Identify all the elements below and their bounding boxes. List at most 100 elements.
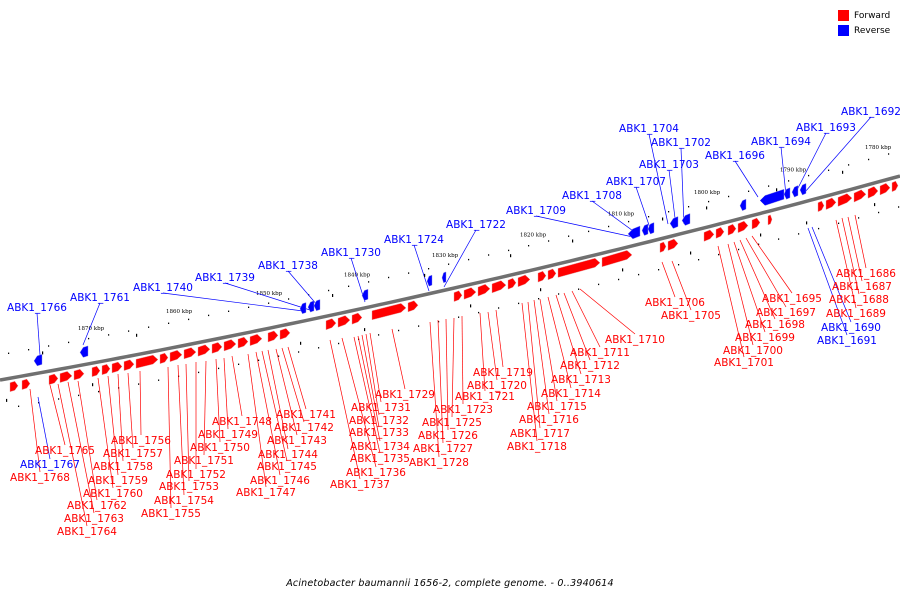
track-dot <box>128 330 130 332</box>
track-dot <box>818 227 820 230</box>
scale-labels: 1780 kbp 1790 kbp 1800 kbp 1810 kbp 1820 kbp… <box>78 145 892 332</box>
forward-gene-arrow <box>767 214 773 226</box>
leader-line <box>841 217 860 295</box>
gene-label: ABK1_1763 <box>64 513 124 525</box>
feature-tick <box>690 251 692 255</box>
leader-line <box>49 384 66 446</box>
forward-gene-arrow <box>667 238 679 251</box>
gene-label: ABK1_1757 <box>103 448 163 460</box>
gene-label: ABK1_1753 <box>159 481 219 493</box>
gene-label: ABK1_1723 <box>433 404 493 416</box>
gene-label: ABK1_1691 <box>817 335 877 347</box>
track-dot <box>888 153 890 155</box>
leader-line <box>847 216 863 282</box>
leader-line <box>547 296 572 389</box>
leader-line <box>495 309 504 368</box>
leader-line <box>571 290 601 348</box>
forward-gene-arrow <box>453 290 463 302</box>
feature-tick <box>92 383 94 387</box>
leader-line <box>329 339 361 480</box>
track-dot <box>568 235 570 237</box>
gene-label: ABK1_1740 <box>133 282 193 294</box>
track-dot <box>728 195 730 198</box>
track-dot <box>628 220 630 223</box>
leader-line <box>281 347 305 423</box>
leader-line <box>57 383 88 527</box>
leader-line <box>223 357 229 430</box>
leader-line <box>745 237 787 308</box>
feature-tick <box>572 239 574 243</box>
gene-label: ABK1_1728 <box>409 457 469 469</box>
track-dot <box>168 322 170 324</box>
track-dot <box>388 276 390 279</box>
forward-gene-arrow <box>267 330 279 343</box>
forward-swatch <box>838 10 849 21</box>
gene-label: ABK1_1738 <box>258 260 318 272</box>
leader-line <box>117 373 124 462</box>
reverse-gene-arrow <box>299 302 307 315</box>
leader-line <box>835 219 857 309</box>
legend-forward-label: Forward <box>854 10 891 21</box>
gene-label: ABK1_1750 <box>190 442 250 454</box>
track-dot <box>798 233 800 235</box>
track-dot <box>708 200 710 203</box>
track-dot <box>478 311 480 314</box>
track-dot <box>608 225 610 228</box>
legend-reverse: Reverse <box>838 23 890 38</box>
track-dot <box>738 248 740 251</box>
gene-label: ABK1_1717 <box>510 428 570 440</box>
gene-label: ABK1_1751 <box>174 455 234 467</box>
leader-line <box>445 318 449 431</box>
leader-line <box>29 388 41 473</box>
forward-gene-arrow <box>59 371 73 383</box>
leader-line <box>668 169 677 227</box>
reverse-gene-arrow <box>799 183 807 196</box>
gene-label: ABK1_1708 <box>562 190 622 202</box>
reverse-gene-arrow <box>641 223 649 236</box>
forward-gene-arrow <box>159 352 169 364</box>
gene-labels: ABK1_1692ABK1_1693ABK1_1694ABK1_1696ABK1… <box>7 106 900 538</box>
forward-gene-arrow <box>237 336 249 349</box>
leader-line <box>479 312 486 392</box>
gene-label: ABK1_1702 <box>651 137 711 149</box>
forward-gene-arrow <box>867 186 879 199</box>
scale-label: 1780 kbp <box>865 145 892 151</box>
feature-tick <box>662 217 664 221</box>
leader-line <box>451 317 455 418</box>
track-dot <box>468 258 470 261</box>
gene-label: ABK1_1700 <box>723 345 783 357</box>
gene-label: ABK1_1765 <box>35 445 95 457</box>
gene-label: ABK1_1720 <box>467 380 527 392</box>
gene-label: ABK1_1721 <box>455 391 515 403</box>
forward-gene-arrow <box>601 250 633 268</box>
gene-label: ABK1_1713 <box>551 374 611 386</box>
legend-forward: Forward <box>838 8 890 23</box>
gene-label: ABK1_1711 <box>570 347 630 359</box>
forward-gene-arrow <box>491 280 507 294</box>
gene-label: ABK1_1758 <box>93 461 153 473</box>
track-dot <box>138 383 140 385</box>
leader-line <box>369 332 382 403</box>
leader-line <box>527 301 541 429</box>
track-dot <box>678 264 680 266</box>
leader-line <box>247 353 267 488</box>
gene-label: ABK1_1739 <box>195 272 255 284</box>
reverse-gene-arrow <box>647 222 655 235</box>
leader-line <box>67 381 95 514</box>
gene-label: ABK1_1722 <box>446 219 506 231</box>
forward-gene-arrow <box>463 287 477 300</box>
genome-caption: Acinetobacter baumannii 1656-2, complete… <box>286 578 614 589</box>
feature-tick <box>510 254 512 258</box>
gene-label: ABK1_1742 <box>274 422 334 434</box>
forward-gene-arrow <box>507 278 517 290</box>
forward-gene-arrow <box>727 223 737 236</box>
track-dot <box>228 310 230 312</box>
forward-gene-arrow <box>371 303 407 321</box>
track-dot <box>238 363 240 365</box>
feature-tick <box>136 333 138 337</box>
scale-label: 1820 kbp <box>520 233 547 239</box>
track-dot <box>858 217 860 219</box>
gene-label: ABK1_1716 <box>519 414 579 426</box>
track-dot <box>668 211 670 213</box>
forward-gene-arrow <box>715 227 725 239</box>
